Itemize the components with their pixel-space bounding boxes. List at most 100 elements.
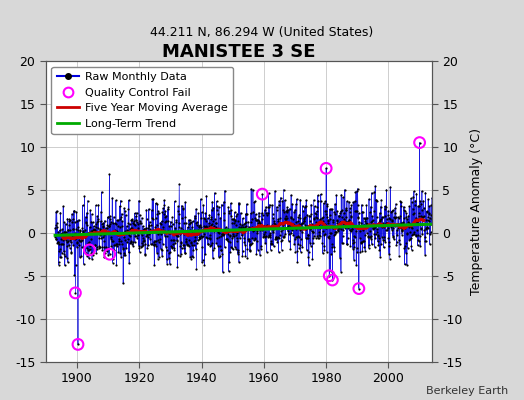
Point [284, 223, 292, 229]
Point [275, 249, 283, 255]
Point [300, 215, 309, 221]
Point [403, 219, 412, 225]
Point [387, 208, 396, 214]
Point [413, 227, 421, 234]
Point [204, 215, 212, 221]
Point [243, 201, 251, 207]
Point [414, 232, 422, 238]
Point [346, 214, 355, 220]
Point [374, 222, 383, 228]
Point [93, 219, 101, 225]
Point [392, 238, 401, 245]
Point [79, 232, 88, 239]
Point [115, 203, 124, 209]
Point [316, 191, 325, 198]
Point [115, 238, 123, 244]
Point [208, 240, 216, 246]
Point [205, 222, 213, 229]
Point [281, 197, 289, 203]
Point [218, 231, 226, 237]
Point [352, 228, 360, 235]
Point [217, 231, 226, 238]
Point [54, 228, 62, 235]
Point [149, 242, 158, 248]
Point [294, 221, 303, 228]
Point [307, 225, 315, 231]
Point [289, 222, 298, 228]
Point [299, 220, 308, 226]
Point [410, 210, 419, 216]
Point [399, 222, 408, 228]
Point [279, 222, 287, 228]
Point [412, 214, 420, 221]
Point [165, 230, 173, 236]
Point [291, 248, 299, 255]
Point [338, 240, 346, 246]
Point [82, 214, 90, 220]
Point [70, 232, 78, 238]
Point [411, 201, 419, 208]
Point [216, 253, 224, 259]
Point [89, 227, 97, 234]
Point [370, 244, 379, 250]
Point [307, 201, 315, 208]
Point [395, 252, 403, 259]
Point [58, 230, 66, 237]
Point [54, 239, 62, 246]
Point [260, 231, 268, 237]
Point [76, 227, 84, 234]
Point [245, 248, 254, 254]
Point [300, 216, 308, 222]
Point [308, 228, 316, 234]
Point [364, 234, 373, 240]
Point [390, 236, 398, 242]
Point [419, 213, 428, 220]
Point [246, 242, 255, 248]
Point [185, 216, 194, 223]
Point [424, 214, 433, 220]
Point [91, 242, 99, 248]
Point [94, 202, 103, 208]
Point [112, 240, 120, 247]
Point [88, 256, 96, 262]
Point [171, 225, 180, 232]
Point [389, 234, 398, 240]
Point [72, 209, 81, 215]
Point [180, 242, 189, 248]
Point [265, 232, 273, 238]
Point [318, 224, 326, 230]
Point [418, 214, 426, 221]
Point [221, 244, 229, 251]
Point [170, 237, 178, 244]
Point [237, 224, 245, 231]
Point [192, 240, 201, 247]
Point [133, 219, 141, 226]
Point [314, 198, 323, 204]
Point [88, 228, 96, 234]
Point [128, 217, 137, 224]
Point [421, 189, 430, 196]
Point [92, 202, 100, 208]
Point [380, 203, 389, 210]
Point [91, 242, 100, 248]
Point [325, 272, 333, 279]
Point [237, 232, 246, 239]
Point [176, 253, 184, 260]
Point [88, 228, 96, 234]
Point [380, 206, 389, 212]
Point [412, 232, 420, 238]
Point [406, 235, 414, 242]
Point [97, 208, 105, 215]
Point [354, 214, 363, 220]
Point [222, 228, 230, 234]
Point [267, 226, 276, 233]
Point [56, 246, 64, 252]
Point [288, 222, 296, 228]
Point [136, 220, 145, 226]
Point [205, 220, 213, 226]
Point [423, 224, 432, 230]
Point [333, 220, 342, 226]
Point [256, 220, 265, 226]
Point [110, 242, 118, 248]
Point [138, 232, 146, 238]
